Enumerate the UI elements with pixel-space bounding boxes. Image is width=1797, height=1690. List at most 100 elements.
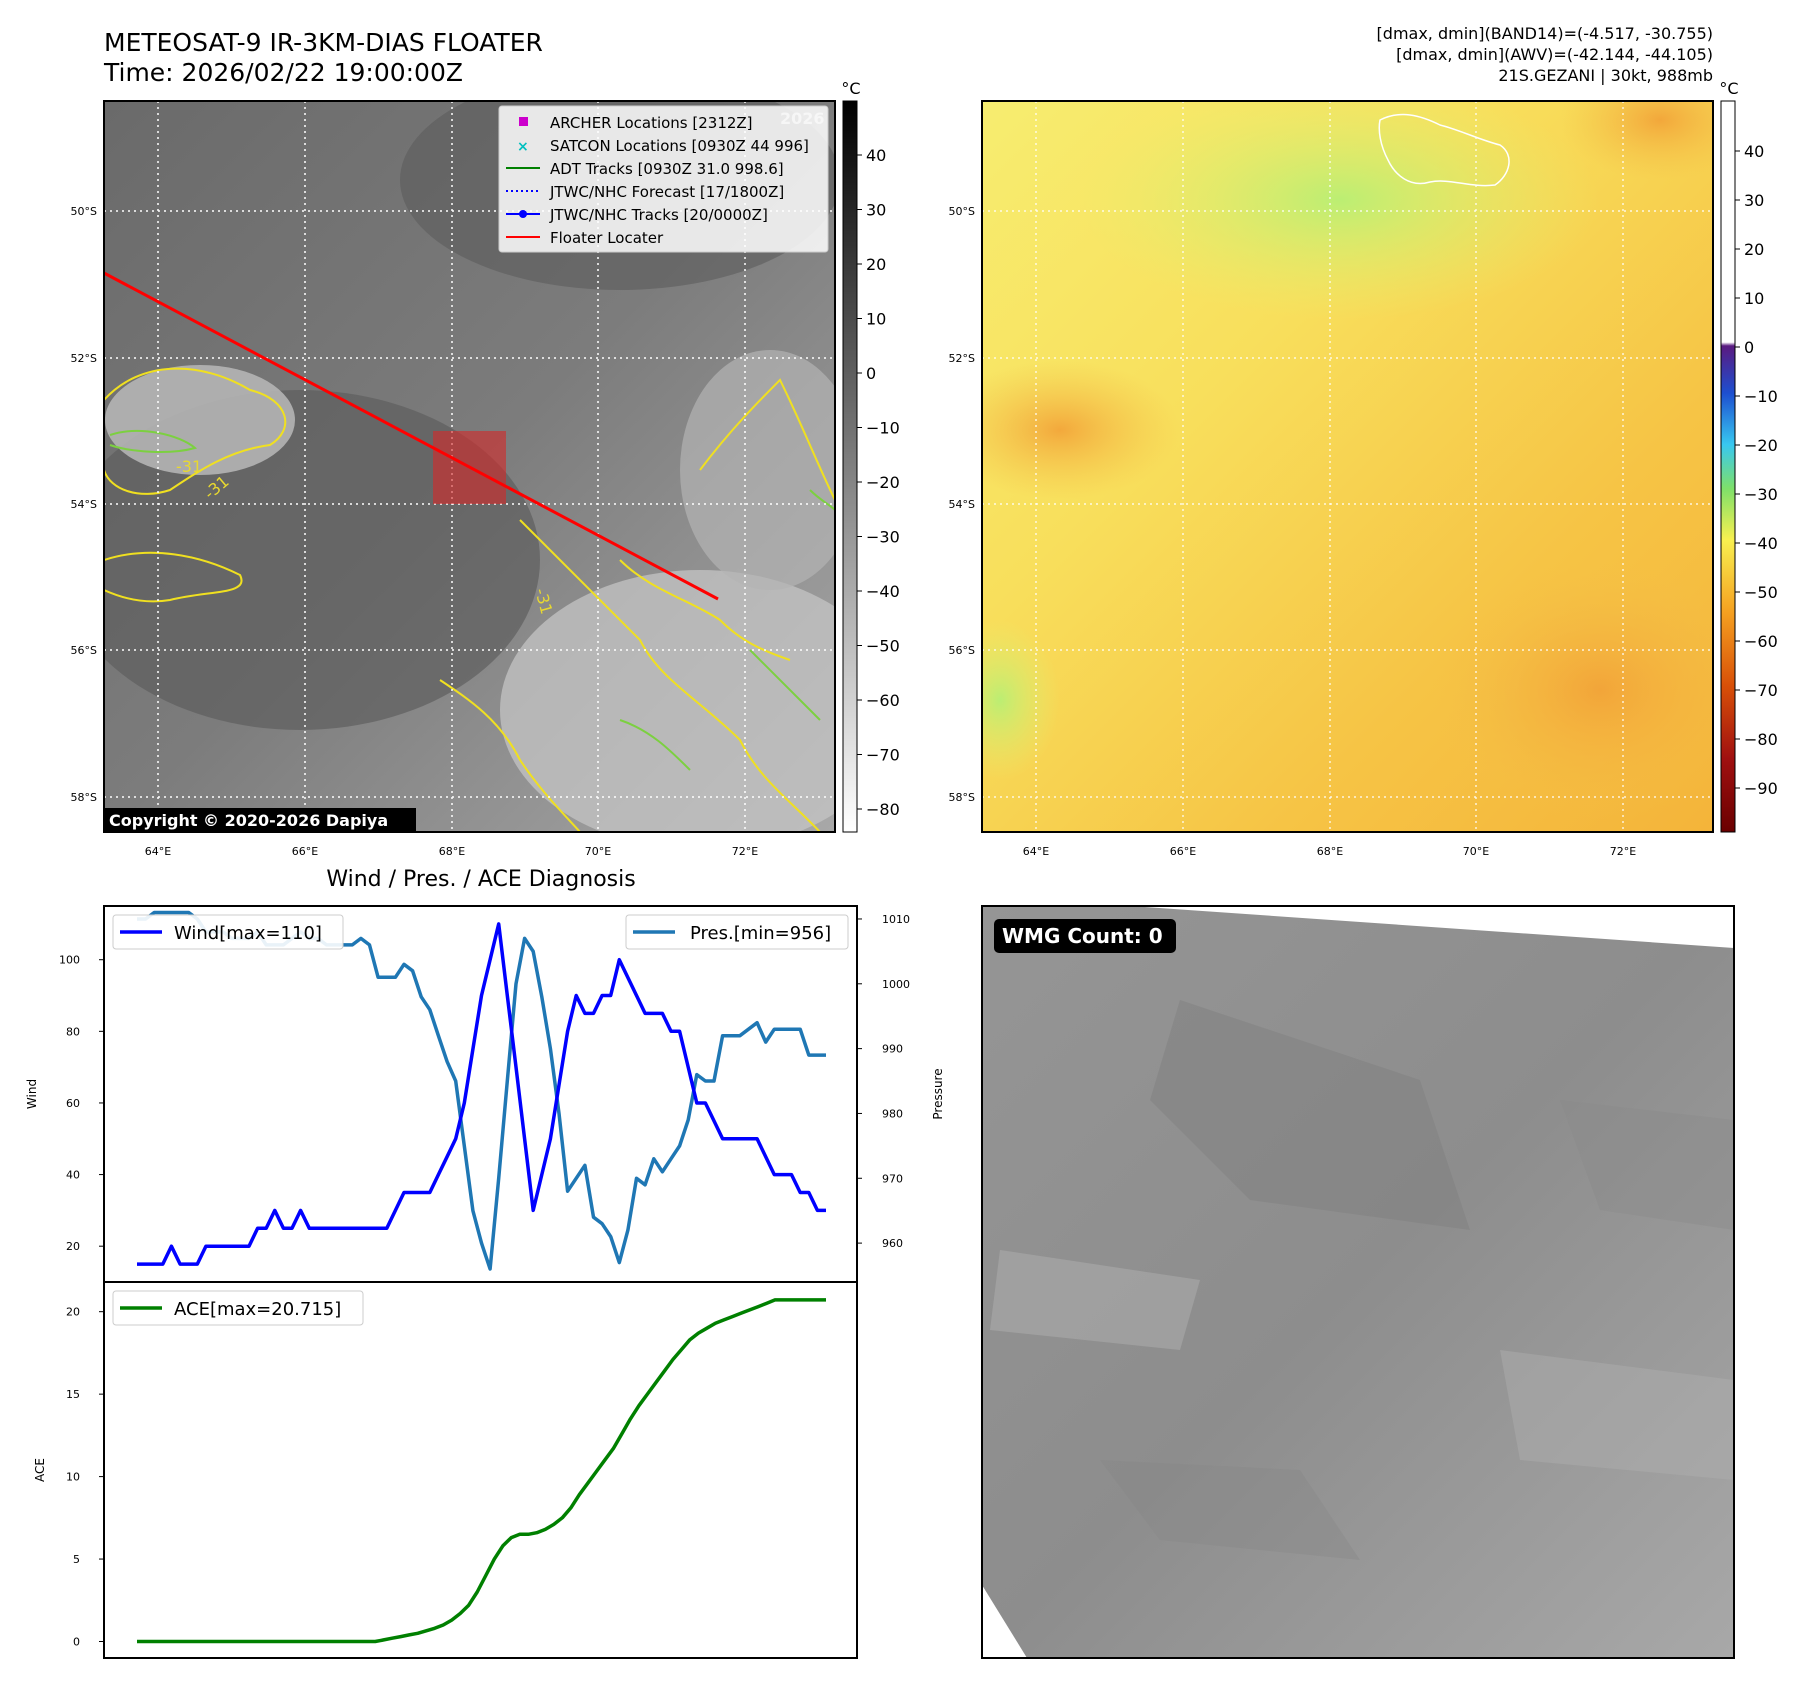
- floater-locator-line: [104, 271, 719, 601]
- ir-contour-yellow: [104, 551, 243, 603]
- wv-colorbar-tick-label: −50: [1744, 583, 1778, 602]
- ir-colorbar-unit: °C: [841, 79, 860, 98]
- ir-frame: [103, 100, 836, 833]
- copyright-text: Copyright © 2020-2026 Dapiya: [109, 811, 388, 830]
- wv-colorbar-tick-label: 30: [1744, 191, 1764, 210]
- diagnosis-title: Wind / Pres. / ACE Diagnosis: [326, 867, 635, 892]
- ir-lat-tick: 56°S: [71, 644, 97, 657]
- info-storm: 21S.GEZANI | 30kt, 988mb: [1498, 66, 1713, 85]
- wv-colorbar-ticks: 40 30 20 10 0 −10 −20 −30 −40 −50 −60 −70 −80 −90: [1735, 142, 1778, 798]
- ir-lon-tick: 64°E: [145, 845, 171, 858]
- wind-legend-box: [112, 914, 344, 950]
- wmg-cell-light: [990, 1250, 1200, 1350]
- wmg-badge-text: WMG Count: 0: [1002, 924, 1163, 948]
- legend-forecast: JTWC/NHC Forecast [17/1800Z]: [549, 183, 784, 201]
- wind-ytick-label: 20: [66, 1240, 80, 1253]
- ir-colorbar-tick-label: 10: [866, 310, 886, 329]
- wv-lat-tick: 54°S: [949, 498, 975, 511]
- pressure-ytick-label: 960: [882, 1237, 903, 1250]
- wv-coastline: [1378, 113, 1510, 187]
- pressure-legend-box: [625, 914, 849, 950]
- wv-lon-tick: 68°E: [1317, 845, 1343, 858]
- ir-contour-yellow: [519, 519, 821, 832]
- wv-dry-region: [1560, 101, 1713, 180]
- satcon-marker: ×: [517, 139, 529, 155]
- wv-gridlines: [982, 101, 1713, 832]
- ir-colorbar: [842, 100, 858, 833]
- figure-time: Time: 2026/02/22 19:00:00Z: [103, 58, 463, 87]
- ir-contour-green: [109, 429, 198, 453]
- wind-series-line: [137, 922, 826, 1266]
- ace-ytick-label: 5: [73, 1553, 80, 1566]
- wv-lat-tick: 50°S: [949, 205, 975, 218]
- wind-ytick-label: 80: [66, 1025, 80, 1038]
- ace-axis-label: ACE: [33, 1458, 47, 1482]
- wv-colorbar-tick-label: −10: [1744, 387, 1778, 406]
- ir-colorbar-tick-label: −10: [866, 419, 900, 438]
- wind-legend-label: Wind[max=110]: [174, 923, 322, 944]
- figure-title: METEOSAT-9 IR-3KM-DIAS FLOATER: [104, 28, 543, 57]
- wv-colorbar-tick-label: −60: [1744, 632, 1778, 651]
- ir-colorbar-ticks: 40 30 20 10 0 −10 −20 −30 −40 −50 −60 −70 −80: [857, 146, 900, 819]
- pressure-ytick-label: 990: [882, 1043, 903, 1056]
- wmg-badge-box: [994, 919, 1176, 953]
- ace-legend-box: [112, 1290, 364, 1326]
- wv-colorbar: [1720, 100, 1736, 833]
- ir-lat-tick: 52°S: [71, 352, 97, 365]
- ir-colorbar-tick-label: 20: [866, 255, 886, 274]
- pressure-ytick-label: 1010: [882, 913, 910, 926]
- wmg-frame: [981, 905, 1735, 1659]
- ir-legend: ARCHER Locations [2312Z] × SATCON Locati…: [498, 105, 829, 253]
- wv-map: [982, 101, 1713, 832]
- ir-colorbar-tick-label: 40: [866, 146, 886, 165]
- pressure-ytick-label: 980: [882, 1107, 903, 1120]
- wv-lat-tick: 58°S: [949, 791, 975, 804]
- ir-lon-ticks: 64°E 66°E 68°E 70°E 72°E: [145, 845, 758, 858]
- ir-colorbar-tick-label: −30: [866, 528, 900, 547]
- ir-lat-tick: 50°S: [71, 205, 97, 218]
- ace-ytick-label: 20: [66, 1306, 80, 1319]
- wv-lat-tick: 56°S: [949, 644, 975, 657]
- ir-contour-label: -31: [176, 457, 202, 476]
- wv-lon-tick: 72°E: [1610, 845, 1636, 858]
- ir-lat-ticks: 50°S 52°S 54°S 56°S 58°S: [71, 205, 97, 804]
- ir-lat-tick: 54°S: [71, 498, 97, 511]
- wv-colorbar-tick-label: 0: [1744, 338, 1754, 357]
- ir-colorbar-tick-label: −50: [866, 637, 900, 656]
- ir-cloud-bright: [680, 350, 835, 590]
- wv-colorbar-tick-label: 20: [1744, 240, 1764, 259]
- ace-ytick-label: 10: [66, 1471, 80, 1484]
- wind-legend: Wind[max=110]: [112, 914, 344, 950]
- ir-contour-yellow: [439, 679, 581, 832]
- pressure-legend: Pres.[min=956]: [625, 914, 849, 950]
- legend-tracks: JTWC/NHC Tracks [20/0000Z]: [549, 206, 768, 224]
- ir-colorbar-tick-label: 30: [866, 201, 886, 220]
- wind-ytick-label: 100: [59, 954, 80, 967]
- ir-colorbar-tick-label: −40: [866, 582, 900, 601]
- ir-lat-tick: 58°S: [71, 791, 97, 804]
- ir-cloud-dark: [104, 390, 540, 730]
- wv-colorbar-unit: °C: [1719, 79, 1738, 98]
- ir-lon-tick: 68°E: [439, 845, 465, 858]
- legend-floater: Floater Locater: [550, 229, 664, 247]
- wv-frame: [981, 100, 1714, 833]
- wind-ytick-label: 60: [66, 1097, 80, 1110]
- wv-colorbar-tick-label: 10: [1744, 289, 1764, 308]
- ace-axes: [103, 1281, 858, 1659]
- ir-legend-box: [498, 105, 829, 253]
- ir-contour-green: [619, 719, 691, 771]
- wv-dry-region: [982, 360, 1180, 500]
- tracks-marker-dot: [519, 210, 527, 218]
- ace-plot: 0 5 10 15 20: [66, 1298, 826, 1649]
- wv-moist-region: [982, 620, 1060, 780]
- info-band14: [dmax, dmin](BAND14)=(-4.517, -30.755): [1377, 24, 1713, 43]
- pressure-legend-label: Pres.[min=956]: [690, 923, 831, 944]
- wv-colorbar-tick-label: −30: [1744, 485, 1778, 504]
- wmg-cell-dark: [1150, 1000, 1470, 1230]
- wv-colorbar-tick-label: −40: [1744, 534, 1778, 553]
- ir-contour-yellow: [699, 378, 835, 501]
- legend-archer: ARCHER Locations [2312Z]: [550, 114, 753, 132]
- ir-lon-tick: 70°E: [585, 845, 611, 858]
- ir-cloud-bright: [105, 365, 295, 475]
